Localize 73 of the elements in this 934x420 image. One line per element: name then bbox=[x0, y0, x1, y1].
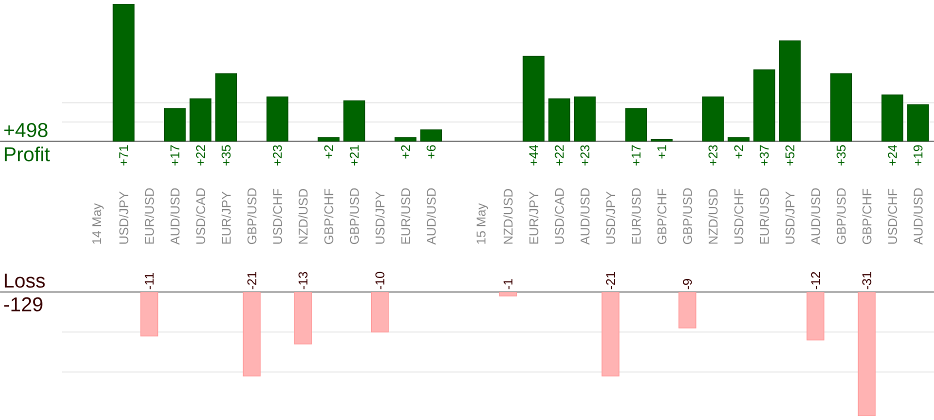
x-tick-label: USD/CHF bbox=[272, 188, 282, 244]
data-label: +2 bbox=[324, 145, 334, 158]
x-tick-label: NZD/USD bbox=[708, 189, 718, 244]
data-label: +71 bbox=[119, 145, 128, 166]
data-label: +35 bbox=[222, 145, 231, 166]
data-label: +22 bbox=[554, 145, 564, 166]
bar bbox=[266, 96, 288, 142]
x-tick-label: USD/CHF bbox=[888, 188, 898, 244]
x-tick-label: USD/JPY bbox=[606, 191, 616, 244]
data-label: +24 bbox=[888, 145, 897, 166]
data-label: +22 bbox=[196, 145, 205, 166]
x-tick-label: EUR/USD bbox=[631, 188, 641, 244]
data-label: -21 bbox=[606, 272, 615, 290]
data-label: -21 bbox=[247, 272, 256, 290]
bar bbox=[318, 137, 340, 142]
data-label: +23 bbox=[580, 145, 590, 166]
x-tick-label: GBP/USD bbox=[350, 188, 359, 244]
data-label: +35 bbox=[836, 145, 846, 166]
x-tick-label: NZD/USD bbox=[298, 189, 308, 244]
x-tick-label: EUR/USD bbox=[400, 188, 410, 244]
x-tick-label: AUD/USD bbox=[170, 188, 180, 245]
data-label: +21 bbox=[350, 145, 359, 166]
x-tick-label: USD/JPY bbox=[375, 191, 385, 244]
data-label: +19 bbox=[914, 145, 922, 166]
x-tick-label: AUD/USD bbox=[580, 188, 590, 245]
data-label: -10 bbox=[375, 272, 384, 290]
data-label: +2 bbox=[401, 145, 410, 158]
data-label: +2 bbox=[734, 145, 744, 158]
data-label: -11 bbox=[144, 272, 154, 290]
text: Profit bbox=[4, 146, 50, 162]
x-tick-label: GBP/USD bbox=[247, 188, 256, 244]
x-tick-label: EUR/JPY bbox=[221, 191, 231, 244]
x-tick-label: USD/CAD bbox=[196, 188, 206, 244]
x-tick-label: EUR/USD bbox=[144, 188, 154, 244]
x-tick-label: NZD/USD bbox=[503, 189, 513, 244]
x-tick-label: USD/JPY bbox=[785, 191, 795, 244]
bar bbox=[778, 40, 801, 142]
x-tick-label: AUD/USD bbox=[426, 188, 436, 245]
x-tick-label: EUR/USD bbox=[760, 188, 769, 244]
bar bbox=[702, 96, 724, 142]
data-label: +52 bbox=[785, 145, 794, 166]
bar bbox=[190, 98, 212, 142]
x-tick-label: USD/JPY bbox=[118, 191, 128, 244]
x-tick-label: EUR/JPY bbox=[528, 191, 538, 244]
x-tick-label: GBP/CHF bbox=[657, 188, 666, 244]
data-label: +37 bbox=[760, 145, 769, 166]
x-tick-label: 14 May bbox=[92, 203, 104, 244]
x-tick-label: AUD/USD bbox=[810, 188, 820, 245]
data-label: +17 bbox=[632, 145, 640, 166]
data-label: +1 bbox=[657, 145, 666, 158]
data-label: -31 bbox=[862, 272, 872, 290]
x-tick-label: GBP/USD bbox=[682, 188, 692, 244]
x-tick-label: GBP/CHF bbox=[862, 188, 872, 244]
data-label: +6 bbox=[426, 145, 436, 158]
data-label: -9 bbox=[682, 279, 692, 290]
bar bbox=[881, 94, 904, 142]
x-tick-label: USD/CHF bbox=[734, 188, 744, 244]
x-tick-label: GBP/USD bbox=[836, 188, 846, 244]
data-label: +23 bbox=[272, 145, 282, 166]
x-tick-label: 15 May bbox=[476, 203, 488, 244]
text: -129 bbox=[4, 297, 42, 312]
x-tick-label: AUD/USD bbox=[913, 188, 923, 245]
bar bbox=[112, 4, 135, 142]
data-label: -12 bbox=[811, 272, 820, 290]
x-tick-label: USD/CAD bbox=[554, 188, 564, 244]
data-label: -13 bbox=[298, 272, 308, 290]
data-label: +44 bbox=[529, 145, 538, 166]
x-tick-label: GBP/CHF bbox=[324, 188, 334, 244]
data-label: -1 bbox=[504, 279, 512, 290]
text: Loss bbox=[4, 274, 45, 288]
data-label: +23 bbox=[708, 145, 718, 166]
text: +498 bbox=[4, 122, 48, 138]
data-label: +17 bbox=[170, 145, 180, 166]
